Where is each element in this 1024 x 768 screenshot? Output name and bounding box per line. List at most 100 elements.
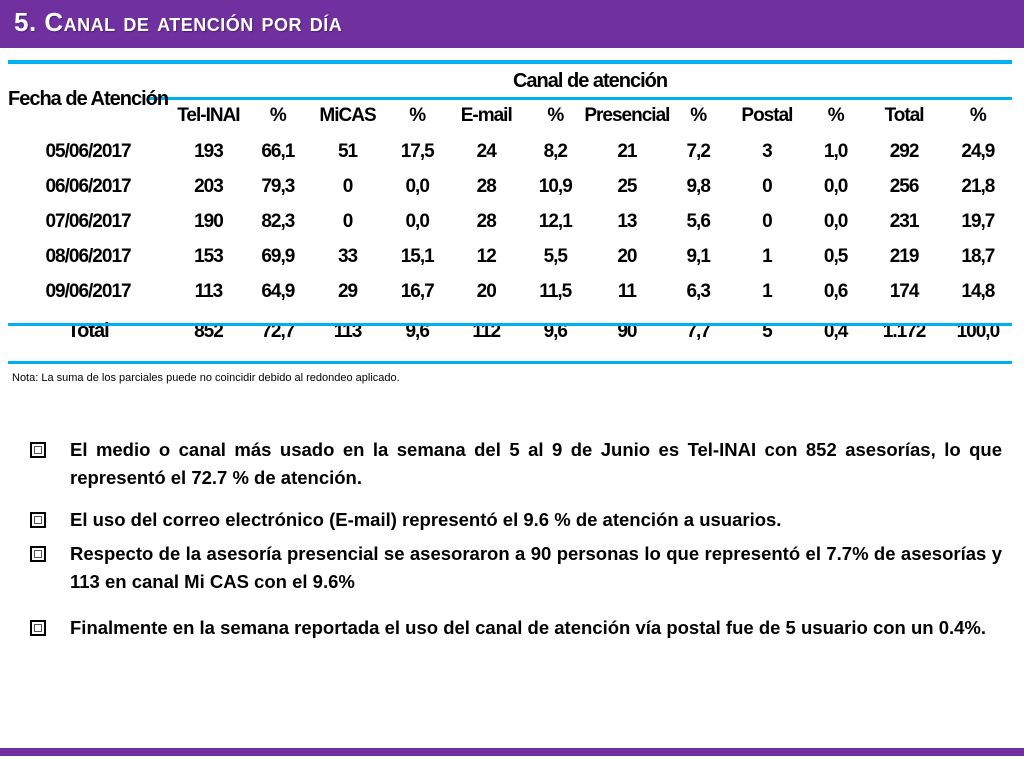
value-cell: 174 [889, 280, 920, 302]
value-cell: 16,7 [400, 280, 435, 302]
value-cell: 69,9 [261, 245, 295, 267]
col-header: % [409, 105, 426, 126]
value-cell: 11 [617, 280, 637, 302]
total-cell: 9,6 [405, 320, 429, 342]
value-cell: 14,8 [961, 280, 995, 302]
value-cell: 28 [476, 175, 497, 197]
value-cell: 0,5 [823, 245, 848, 267]
value-cell: 19,7 [961, 210, 995, 232]
channel-table: Fecha de Atención Canal de atención Tel-… [8, 64, 1012, 350]
value-cell: 29 [337, 280, 358, 302]
value-cell: 0 [342, 210, 354, 232]
value-cell: 82,3 [261, 210, 295, 232]
value-cell: 219 [889, 245, 920, 267]
value-cell: 66,1 [261, 140, 295, 162]
table-row: 05/06/2017 193 66,1 51 17,5 24 8,2 21 7,… [8, 134, 1012, 169]
value-cell: 0 [762, 210, 773, 232]
total-cell: 113 [333, 320, 363, 342]
value-cell: 0,0 [823, 175, 848, 197]
value-cell: 10,9 [538, 175, 573, 197]
col-header: % [690, 105, 707, 126]
slide-title: 5. Canal de atención por día [14, 7, 343, 37]
value-cell: 25 [617, 175, 637, 197]
bullet-item: Respecto de la asesoría presencial se as… [30, 540, 1002, 596]
bullet-text: Finalmente en la semana reportada el uso… [70, 617, 987, 638]
col-header: MiCAS [319, 105, 376, 126]
col-header: % [269, 105, 287, 126]
value-cell: 1 [762, 245, 773, 267]
value-cell: 33 [337, 245, 358, 267]
checkbox-square-icon [30, 442, 46, 458]
footer-bar [0, 748, 1024, 756]
value-cell: 28 [476, 210, 497, 232]
title-bar: 5. Canal de atención por día [0, 0, 1024, 48]
value-cell: 292 [889, 140, 920, 162]
bullet-list: El medio o canal más usado en la semana … [30, 436, 1002, 642]
value-cell: 13 [617, 210, 637, 232]
total-cell: 100,0 [956, 320, 1001, 342]
value-cell: 12 [476, 245, 497, 267]
table-row: 07/06/2017 190 82,3 0 0,0 28 12,1 13 5,6… [8, 204, 1012, 239]
col-header: % [827, 105, 845, 126]
total-cell: 0,4 [823, 320, 848, 342]
total-row: Total 852 72,7 113 9,6 112 9,6 90 7,7 5 … [8, 313, 1012, 350]
total-cell: 1.172 [882, 320, 927, 342]
value-cell: 193 [194, 140, 224, 162]
table-row: 08/06/2017 153 69,9 33 15,1 12 5,5 20 9,… [8, 239, 1012, 274]
total-cell: 7,7 [686, 320, 710, 342]
bullet-item: El uso del correo electrónico (E-mail) r… [30, 506, 1002, 534]
col-header: Presencial [584, 105, 670, 126]
bullet-item: Finalmente en la semana reportada el uso… [30, 614, 1002, 642]
value-cell: 5,5 [543, 245, 568, 267]
value-cell: 0 [762, 175, 773, 197]
value-cell: 64,9 [261, 280, 295, 302]
footer-strip [0, 756, 1024, 768]
bullet-text: El medio o canal más usado en la semana … [70, 439, 1002, 488]
value-cell: 1,0 [823, 140, 848, 162]
value-cell: 6,3 [686, 280, 710, 302]
value-cell: 17,5 [400, 140, 435, 162]
checkbox-square-icon [30, 546, 46, 562]
table-header-rule [148, 97, 1012, 100]
total-cell: 90 [617, 320, 637, 342]
value-cell: 11,5 [539, 280, 572, 302]
checkbox-square-icon [30, 512, 46, 528]
value-cell: 0,0 [405, 175, 429, 197]
value-cell: 20 [476, 280, 497, 302]
col-header: % [969, 105, 987, 126]
value-cell: 12,1 [538, 210, 573, 232]
table-bottom-rule [8, 361, 1012, 364]
value-cell: 0,0 [823, 210, 848, 232]
date-cell: 08/06/2017 [45, 245, 131, 267]
value-cell: 1 [762, 280, 773, 302]
total-label: Total [67, 320, 109, 342]
value-cell: 113 [194, 280, 224, 302]
value-cell: 24,9 [961, 140, 995, 162]
date-cell: 05/06/2017 [45, 140, 131, 162]
total-cell: 852 [194, 320, 224, 342]
col-header: E-mail [460, 105, 513, 126]
date-cell: 07/06/2017 [45, 210, 131, 232]
date-header: Fecha de Atención [8, 87, 169, 110]
value-cell: 20 [617, 245, 637, 267]
total-cell: 112 [472, 320, 501, 342]
value-cell: 9,1 [686, 245, 710, 267]
value-cell: 79,3 [261, 175, 295, 197]
table-top-rule [8, 60, 1012, 64]
value-cell: 24 [476, 140, 497, 162]
col-header: % [547, 105, 564, 126]
value-cell: 21 [617, 140, 637, 162]
value-cell: 21,8 [961, 175, 995, 197]
value-cell: 0,6 [823, 280, 848, 302]
col-header: Total [884, 105, 925, 126]
checkbox-square-icon [30, 620, 46, 636]
date-cell: 09/06/2017 [45, 280, 131, 302]
col-header: Tel-INAI [177, 105, 240, 126]
value-cell: 9,8 [686, 175, 710, 197]
value-cell: 203 [194, 175, 224, 197]
value-cell: 256 [889, 175, 920, 197]
channel-header: Canal de atención [512, 69, 668, 92]
total-cell: 72,7 [261, 320, 295, 342]
value-cell: 5,6 [686, 210, 710, 232]
col-header: Postal [741, 105, 793, 126]
